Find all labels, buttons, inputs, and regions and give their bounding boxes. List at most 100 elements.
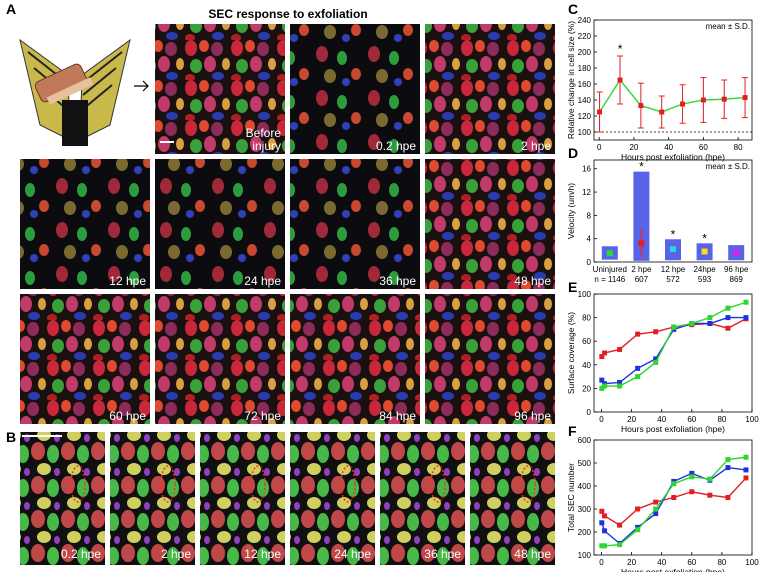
data-point xyxy=(743,467,749,473)
y-tick-label: 8 xyxy=(587,211,592,220)
figure-title: SEC response to exfoliation xyxy=(208,7,367,21)
image-label: 96 hpe xyxy=(514,409,551,423)
microscopy-image xyxy=(20,432,105,565)
image-label: 0.2 hpe xyxy=(61,547,101,561)
data-point xyxy=(689,489,695,495)
panel-label: B xyxy=(6,429,16,445)
data-point xyxy=(725,495,731,500)
data-point xyxy=(602,383,608,389)
y-tick-label: 100 xyxy=(578,551,592,560)
data-point xyxy=(599,543,605,549)
n-label: n = 1146 xyxy=(594,275,625,284)
data-point xyxy=(743,475,749,481)
data-point xyxy=(599,354,605,360)
image-label: 48 hpe xyxy=(514,547,551,561)
data-point xyxy=(689,321,695,326)
tracked-cell-outline xyxy=(340,465,356,503)
data-point xyxy=(599,508,605,514)
y-tick-label: 400 xyxy=(578,482,592,491)
y-tick-label: 100 xyxy=(578,290,592,299)
data-point xyxy=(689,470,695,476)
data-point xyxy=(635,374,641,380)
y-tick-label: 4 xyxy=(587,235,592,244)
y-tick-label: 600 xyxy=(578,436,592,445)
tracked-cell-outline xyxy=(430,465,446,503)
microscopy-image xyxy=(200,432,285,565)
chart: 0 4 8 12 16 Velocity (um/h) mean ± S.D. Uninjur… xyxy=(566,159,753,284)
y-tick-label: 180 xyxy=(578,64,592,73)
data-point xyxy=(653,329,659,335)
x-tick-label: 100 xyxy=(745,415,759,424)
data-point xyxy=(653,511,659,517)
y-axis-label: Relative change in cell size (%) xyxy=(566,21,576,139)
x-tick-label: 0 xyxy=(597,143,602,152)
data-point xyxy=(689,474,695,480)
x-tick-label: 0 xyxy=(599,415,604,424)
x-tick-label: 20 xyxy=(629,143,638,152)
image-label: 84 hpe xyxy=(379,409,416,423)
data-point xyxy=(617,77,623,83)
data-point xyxy=(743,315,749,321)
data-point xyxy=(602,350,608,356)
image-label: 36 hpe xyxy=(379,274,416,288)
image-label: 48 hpe xyxy=(514,274,551,288)
x-tick-label: 40 xyxy=(657,415,666,424)
y-tick-label: 0 xyxy=(587,408,592,417)
y-axis-label: Total SEC number xyxy=(566,463,576,532)
tracked-cell-outline xyxy=(520,465,536,503)
x-tick-label: 20 xyxy=(627,415,636,424)
value-spread xyxy=(633,171,650,261)
x-tick-label: 12 hpe xyxy=(661,265,686,274)
data-point xyxy=(680,101,686,107)
n-label: 607 xyxy=(635,275,649,284)
data-point xyxy=(599,520,605,526)
microscopy-image xyxy=(425,24,555,154)
series-line xyxy=(601,318,747,357)
chart: 100 200 300 400 500 600 0 20 40 60 80 100 Hours post… xyxy=(566,436,759,577)
y-tick-label: 60 xyxy=(582,337,591,346)
mean-point xyxy=(670,246,676,253)
data-point xyxy=(617,542,623,548)
chart-note: mean ± S.D. xyxy=(706,22,750,31)
panel-label: A xyxy=(6,1,16,17)
data-point xyxy=(707,476,713,482)
microscopy-image xyxy=(380,432,465,565)
data-point xyxy=(707,492,713,498)
data-point xyxy=(597,109,603,115)
x-tick-label: 2 hpe xyxy=(631,265,652,274)
x-tick-label: 60 xyxy=(687,415,696,424)
significance-mark: * xyxy=(618,42,623,56)
data-point xyxy=(599,377,605,383)
image-label: 36 hpe xyxy=(424,547,461,561)
significance-mark: * xyxy=(671,227,676,241)
x-tick-label: 0 xyxy=(599,558,604,567)
mean-point xyxy=(638,240,645,247)
y-tick-label: 0 xyxy=(587,258,592,267)
data-point xyxy=(707,315,713,321)
significance-mark: * xyxy=(639,160,644,174)
image-label: Before xyxy=(246,126,282,140)
data-point xyxy=(602,543,608,549)
n-label: 572 xyxy=(666,275,680,284)
y-tick-label: 140 xyxy=(578,96,592,105)
microscopy-image xyxy=(290,294,420,424)
x-tick-label: 40 xyxy=(664,143,673,152)
y-tick-label: 200 xyxy=(578,528,592,537)
data-point xyxy=(671,481,677,487)
data-point xyxy=(602,513,608,519)
data-point xyxy=(671,324,677,330)
data-point xyxy=(653,359,659,365)
data-point xyxy=(671,495,677,500)
microscopy-image xyxy=(155,159,285,289)
image-label: 72 hpe xyxy=(244,409,281,423)
x-tick-label: 100 xyxy=(745,558,759,567)
data-point xyxy=(659,109,665,115)
data-point xyxy=(635,506,641,512)
image-label: injury xyxy=(252,139,281,153)
x-axis-label: Hours post exfoliation (hpe) xyxy=(621,567,725,572)
x-tick-label: 40 xyxy=(657,558,666,567)
series-line xyxy=(601,477,747,526)
data-point xyxy=(743,299,749,305)
plot-frame xyxy=(593,293,753,413)
